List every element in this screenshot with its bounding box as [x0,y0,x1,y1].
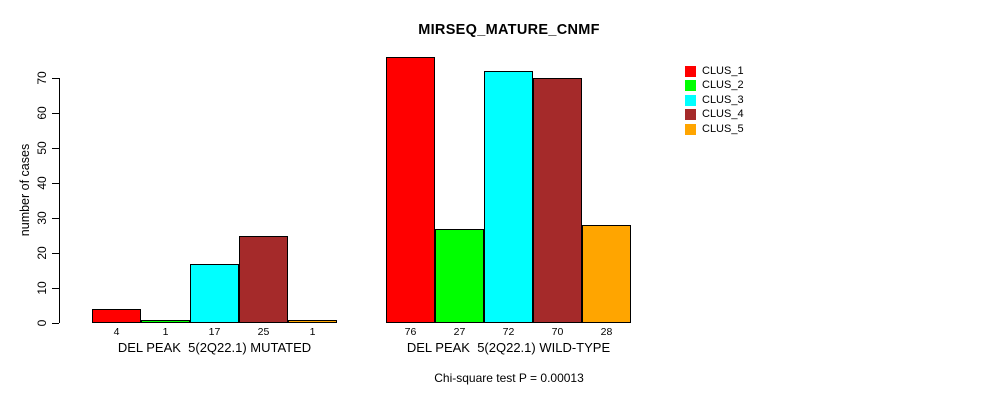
bar-clus_4-group2 [533,78,582,323]
clus_2-color-swatch [685,80,696,92]
legend-label: CLUS_1 [702,65,744,77]
y-axis-tick-label: 10 [35,281,49,295]
y-axis-tick-label: 0 [35,319,49,327]
group-label-1: DEL PEAK 5(2Q22.1) MUTATED [117,340,312,355]
y-axis-tick [52,77,59,79]
y-axis-tick-label: 50 [35,141,49,155]
y-axis-tick-label: 30 [35,211,49,225]
y-axis-tick [52,147,59,149]
group-label-2: DEL PEAK 5(2Q22.1) WILD-TYPE [406,340,611,355]
bar-clus_2-group2 [435,228,484,323]
bar-clus_2-group1 [141,319,190,323]
clus_5-color-swatch [685,123,696,135]
bar-value-label: 1 [309,326,316,338]
legend-label: CLUS_4 [702,108,744,121]
y-axis-tick-label: 60 [35,106,49,120]
bar-value-label: 72 [502,326,515,338]
y-axis-tick-label: 70 [35,71,49,85]
y-axis-line [59,78,60,323]
bar-clus_3-group1 [190,263,239,323]
bar-value-label: 28 [600,326,613,338]
y-axis-tick [52,112,59,114]
legend-item-clus_5: CLUS_5 [685,122,744,135]
bar-value-label: 70 [551,326,564,338]
legend-item-clus_1: CLUS_1 [685,66,744,77]
legend-item-clus_4: CLUS_4 [685,108,744,121]
legend-label: CLUS_2 [702,79,744,92]
y-axis-tick-label: 40 [35,176,49,190]
y-axis-title: number of cases [18,143,32,237]
y-axis-tick [52,182,59,184]
y-axis-tick [52,252,59,254]
clus_4-color-swatch [685,109,696,121]
bar-clus_4-group1 [239,235,288,323]
chi-square-footnote: Chi-square test P = 0.00013 [434,371,584,385]
bar-value-label: 25 [257,326,270,338]
legend-label: CLUS_5 [702,122,744,135]
bar-value-label: 76 [404,326,417,338]
clus_1-color-swatch [685,66,696,77]
y-axis-tick-label: 20 [35,246,49,260]
bar-value-label: 27 [453,326,466,338]
legend-item-clus_2: CLUS_2 [685,79,744,92]
bar-clus_1-group1 [92,309,141,323]
bar-clus_5-group1 [288,319,337,323]
legend-item-clus_3: CLUS_3 [685,93,744,106]
bar-clus_1-group2 [386,57,435,323]
bar-value-label: 4 [113,326,120,338]
y-axis-tick [52,322,59,324]
bar-value-label: 1 [162,326,169,338]
chart-title: MIRSEQ_MATURE_CNMF [418,22,600,38]
clus_3-color-swatch [685,94,696,106]
bar-clus_5-group2 [582,225,631,323]
y-axis-tick [52,217,59,219]
bar-clus_3-group2 [484,71,533,323]
bar-value-label: 17 [208,326,221,338]
y-axis-tick [52,287,59,289]
legend-label: CLUS_3 [702,93,744,106]
